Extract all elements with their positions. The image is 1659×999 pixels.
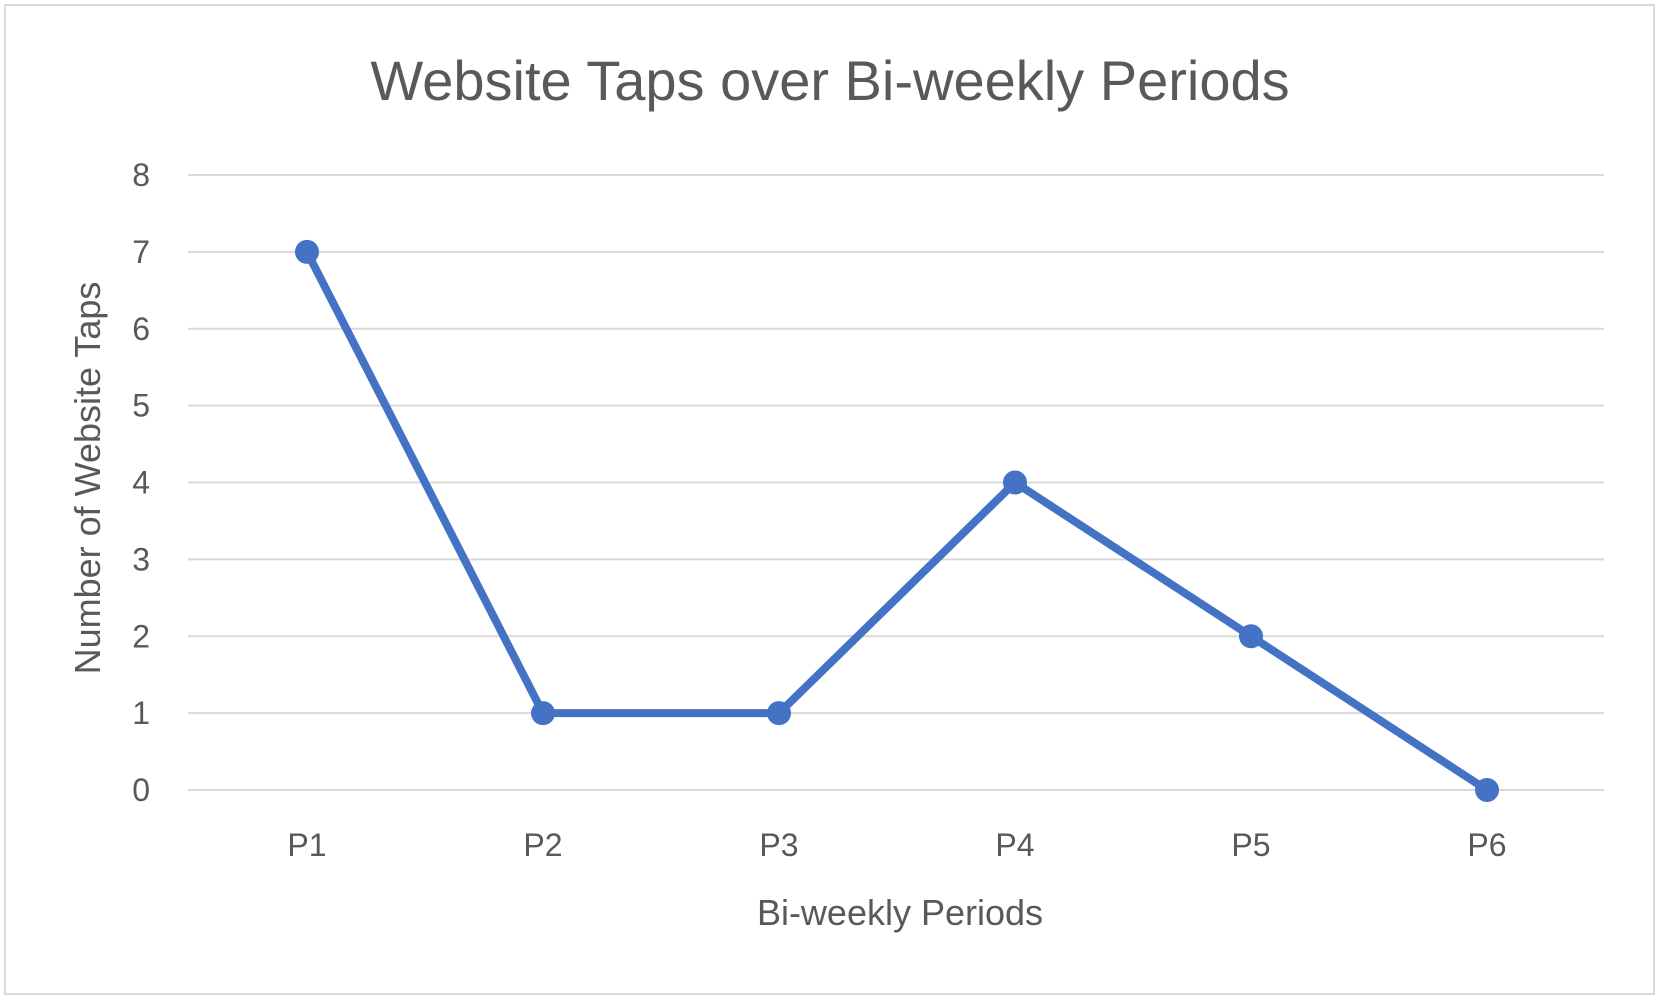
chart-frame bbox=[4, 4, 1655, 995]
y-tick-label-5: 5 bbox=[132, 388, 150, 424]
y-tick-label-8: 8 bbox=[132, 157, 150, 193]
x-tick-label-p3: P3 bbox=[759, 827, 798, 863]
data-point-p4 bbox=[1003, 470, 1027, 495]
y-tick-label-4: 4 bbox=[132, 465, 150, 501]
data-point-p6 bbox=[1475, 778, 1499, 802]
y-axis-title: Number of Website Taps bbox=[67, 282, 108, 675]
y-tick-label-7: 7 bbox=[132, 234, 150, 270]
x-tick-label-p6: P6 bbox=[1467, 827, 1506, 863]
gridlines bbox=[188, 174, 1604, 791]
x-axis-title: Bi-weekly Periods bbox=[757, 892, 1043, 933]
data-point-p2 bbox=[531, 701, 555, 726]
x-tick-label-p1: P1 bbox=[287, 827, 326, 863]
y-tick-label-2: 2 bbox=[132, 618, 150, 654]
data-point-p3 bbox=[767, 701, 791, 726]
chart-title: Website Taps over Bi-weekly Periods bbox=[370, 49, 1289, 112]
x-tick-label-p4: P4 bbox=[995, 827, 1034, 863]
y-tick-label-3: 3 bbox=[132, 541, 150, 577]
y-tick-label-1: 1 bbox=[132, 695, 150, 731]
x-tick-label-p2: P2 bbox=[523, 827, 562, 863]
y-tick-label-0: 0 bbox=[132, 772, 150, 808]
data-point-markers bbox=[295, 239, 1499, 802]
data-point-p1 bbox=[295, 239, 319, 264]
series-line-website-taps bbox=[303, 247, 1491, 794]
y-tick-label-6: 6 bbox=[132, 311, 150, 347]
y-axis-tick-labels: 0 1 2 3 4 5 6 7 8 bbox=[132, 157, 150, 808]
data-point-p5 bbox=[1239, 624, 1263, 649]
x-axis-tick-labels: P1 P2 P3 P4 P5 P6 bbox=[287, 827, 1506, 863]
x-tick-label-p5: P5 bbox=[1231, 827, 1270, 863]
